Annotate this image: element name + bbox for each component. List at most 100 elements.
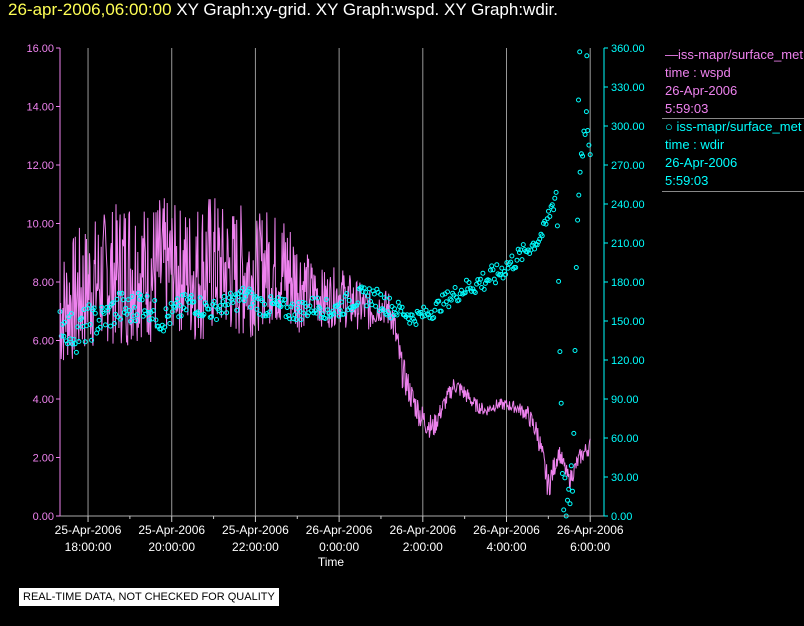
series-wdir-point (254, 306, 260, 312)
series-wdir-point (219, 310, 225, 316)
series-wdir-point (163, 306, 169, 312)
series-wdir-point (366, 286, 372, 292)
series-wdir-point (263, 313, 269, 319)
series-wdir-point (517, 250, 522, 255)
series-wdir-point (182, 292, 188, 298)
series-wdir-point (257, 311, 262, 317)
series-wdir-point (381, 295, 387, 301)
series-wdir-point (571, 430, 577, 436)
series-wdir-point (568, 463, 574, 469)
series-wdir-point (106, 304, 112, 310)
series-wdir-point (224, 310, 230, 316)
series-wdir-point (582, 132, 588, 137)
y-right-tick-label: 180.00 (611, 277, 645, 289)
series-wdir-point (119, 290, 125, 296)
series-wdir-point (221, 294, 227, 299)
series-wdir-point (395, 299, 401, 305)
series-wdir-point (567, 501, 573, 507)
grid-lines (87, 48, 591, 516)
series-wdir-point (514, 257, 520, 263)
series-wdir-point (173, 300, 179, 306)
x-tick-label-date: 26-Apr-2006 (473, 523, 540, 537)
series-wdir-point (298, 317, 304, 323)
series-wdir-point (124, 311, 130, 317)
series-wdir-point (465, 286, 471, 292)
series-wdir-point (576, 97, 581, 103)
series-wdir-point (520, 242, 526, 248)
series-wdir-point (389, 304, 395, 309)
series-wdir-point (92, 310, 98, 316)
series-wdir-point (227, 290, 233, 296)
series-wdir-point (202, 300, 208, 306)
series-wdir-point (441, 301, 447, 307)
legend-series-wspd-source: —iss-mapr/surface_met (665, 47, 803, 62)
series-wdir-point (575, 217, 581, 223)
series-wdir-point (89, 337, 95, 343)
series-wdir-point (161, 328, 166, 334)
series-wdir-point (262, 301, 267, 307)
series-wdir-point (310, 295, 315, 301)
series-wdir-point (65, 341, 71, 347)
series-wdir-point (66, 314, 72, 320)
series-wdir-point (562, 475, 568, 481)
x-tick-label-time: 2:00:00 (403, 540, 443, 554)
y-left-tick-label: 12.00 (26, 160, 54, 172)
series-wdir-point (486, 278, 492, 283)
series-wdir-point (260, 313, 266, 319)
title-timestamp: 26-apr-2006,06:00:00 (8, 0, 172, 19)
series-wdir-point (440, 292, 445, 298)
series-wdir-point (500, 275, 506, 281)
series-wdir-point (79, 315, 84, 321)
series-wdir-point (513, 265, 519, 270)
series-wdir-point (557, 349, 563, 355)
series-wdir-point (240, 285, 246, 291)
series-wdir-point (363, 289, 368, 295)
series-wdir-point (397, 304, 403, 310)
series-wdir-point (464, 277, 469, 283)
series-wdir-point (120, 297, 126, 303)
series-wdir-point (323, 297, 329, 302)
series-wdir-point (573, 265, 579, 270)
series-wdir-point (436, 298, 442, 304)
y-right-tick-label: 240.00 (611, 199, 645, 211)
series-wdir-point (61, 333, 67, 339)
series-wdir-point (561, 507, 567, 513)
series-wdir-point (370, 288, 376, 294)
series-wdir-point (214, 317, 219, 322)
series-wdir-point (551, 207, 557, 213)
series-wdir-point (129, 294, 135, 299)
series-wdir-point (380, 307, 386, 313)
series-wdir-point (166, 313, 172, 319)
series-wdir-point (489, 263, 495, 269)
series-wdir-point (488, 267, 493, 273)
x-tick-label-time: 18:00:00 (65, 540, 112, 554)
y-right-tick-label: 330.00 (611, 82, 645, 94)
series-wdir-point (546, 208, 551, 214)
x-axis-label: Time (318, 555, 345, 569)
series-wdir-point (109, 301, 115, 307)
y-left-tick-label: 16.00 (26, 43, 54, 55)
series-wdir-point (509, 253, 515, 259)
x-tick-label-time: 22:00:00 (232, 540, 279, 554)
legend-series-wspd-variable: time : wspd (665, 65, 731, 80)
series-wdir-point (110, 300, 116, 306)
y-right-tick-label: 270.00 (611, 160, 645, 172)
series-wdir-point (558, 400, 564, 406)
series-wdir-point (480, 270, 486, 276)
series-wdir-point (139, 297, 145, 303)
series-wdir-point (183, 307, 189, 313)
series-wdir-point (322, 316, 328, 321)
series-wdir-point (553, 189, 559, 195)
series-wdir-point (220, 299, 226, 305)
series-wdir-point (503, 271, 509, 277)
series-wdir-point (153, 317, 159, 323)
x-tick-label-date: 26-Apr-2006 (389, 523, 456, 537)
series-wdir-point (535, 239, 541, 245)
series-wdir-point (532, 246, 538, 252)
series-wdir-point (337, 308, 343, 313)
series-wdir-point (413, 322, 419, 327)
series-wdir-point (126, 308, 132, 313)
y-left-tick-label: 4.00 (33, 394, 54, 406)
series-wdir-point (294, 305, 300, 311)
